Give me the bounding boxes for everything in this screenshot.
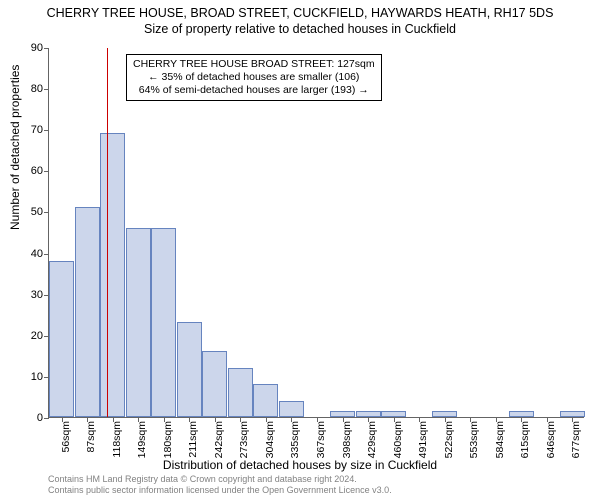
attribution-text: Contains HM Land Registry data © Crown c… [48, 474, 392, 496]
annotation-line-2: ← 35% of detached houses are smaller (10… [133, 71, 375, 84]
attribution-line-2: Contains public sector information licen… [48, 485, 392, 496]
attribution-line-1: Contains HM Land Registry data © Crown c… [48, 474, 392, 485]
chart-title-sub: Size of property relative to detached ho… [0, 20, 600, 36]
xtick-label: 56sqm [60, 421, 72, 453]
marker-line [107, 48, 109, 417]
xtick-label: 180sqm [162, 421, 174, 458]
annotation-box: CHERRY TREE HOUSE BROAD STREET: 127sqm ←… [126, 54, 382, 101]
xtick-label: 367sqm [315, 421, 327, 458]
bar [100, 133, 125, 417]
ytick-label: 50 [17, 206, 43, 218]
xtick-label: 304sqm [264, 421, 276, 458]
ytick [44, 48, 49, 49]
xtick-label: 584sqm [494, 421, 506, 458]
bar [75, 207, 100, 417]
bar [49, 261, 74, 417]
bar [202, 351, 227, 417]
xtick-label: 398sqm [341, 421, 353, 458]
xtick-label: 87sqm [85, 421, 97, 453]
annotation-line-3: 64% of semi-detached houses are larger (… [133, 84, 375, 97]
xtick-label: 522sqm [443, 421, 455, 458]
ytick-label: 10 [17, 371, 43, 383]
ytick [44, 295, 49, 296]
annotation-line-1: CHERRY TREE HOUSE BROAD STREET: 127sqm [133, 58, 375, 71]
ytick [44, 377, 49, 378]
ytick-label: 60 [17, 165, 43, 177]
x-axis-label: Distribution of detached houses by size … [0, 458, 600, 472]
ytick [44, 171, 49, 172]
chart-title-main: CHERRY TREE HOUSE, BROAD STREET, CUCKFIE… [0, 0, 600, 20]
bar [228, 368, 253, 417]
ytick-label: 80 [17, 83, 43, 95]
xtick-label: 242sqm [213, 421, 225, 458]
ytick-label: 30 [17, 289, 43, 301]
ytick [44, 212, 49, 213]
xtick-label: 615sqm [519, 421, 531, 458]
xtick-label: 273sqm [238, 421, 250, 458]
plot-area: 010203040506070809056sqm87sqm118sqm149sq… [48, 48, 584, 418]
ytick-label: 40 [17, 248, 43, 260]
ytick-label: 70 [17, 124, 43, 136]
ytick-label: 20 [17, 330, 43, 342]
xtick-label: 677sqm [570, 421, 582, 458]
xtick-label: 429sqm [366, 421, 378, 458]
bar [151, 228, 176, 417]
xtick-label: 149sqm [136, 421, 148, 458]
ytick [44, 418, 49, 419]
bar [177, 322, 202, 417]
xtick-label: 491sqm [417, 421, 429, 458]
xtick-label: 211sqm [187, 421, 199, 458]
xtick-label: 460sqm [392, 421, 404, 458]
chart-plot: 010203040506070809056sqm87sqm118sqm149sq… [48, 48, 584, 418]
bar [279, 401, 304, 417]
ytick [44, 130, 49, 131]
ytick-label: 0 [17, 412, 43, 424]
ytick [44, 336, 49, 337]
bar [253, 384, 278, 417]
xtick-label: 646sqm [545, 421, 557, 458]
xtick-label: 118sqm [111, 421, 123, 458]
xtick-label: 335sqm [289, 421, 301, 458]
xtick-label: 553sqm [468, 421, 480, 458]
ytick [44, 254, 49, 255]
ytick-label: 90 [17, 42, 43, 54]
bar [126, 228, 151, 417]
ytick [44, 89, 49, 90]
